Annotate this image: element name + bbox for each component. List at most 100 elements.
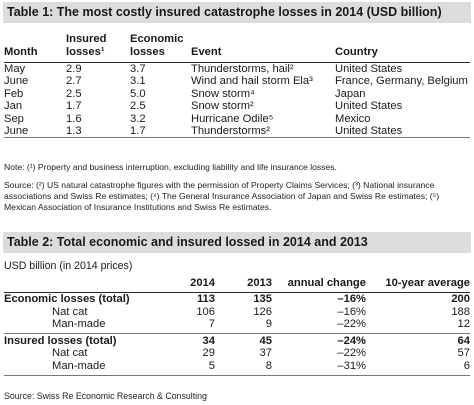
cell-label: Man-made [52,359,106,372]
cell-10-year-average: 6 [463,359,470,372]
cell-10-year-average: 12 [457,318,470,331]
cell-event: Thunderstorms² [191,124,270,137]
table1-header-rule [4,62,470,63]
table2-row: Insured losses (total) 34 45 –24% 64 [4,335,470,348]
table1-body: May 2.9 3.7 Thunderstorms, hail² United Stat… [4,63,470,137]
cell-annual-change: –16% [337,305,366,318]
table2-units: USD billion (in 2014 prices) [4,260,133,272]
table2-row: Man-made 7 9 –22% 12 [4,318,470,331]
table2-bottom-rule [4,374,470,376]
header-economic-line2: losses [130,46,165,58]
cell-2013: 135 [253,293,272,305]
header-insured-line1: Insured [66,33,107,45]
cell-country: France, Germany, Belgium [335,75,468,88]
table2-source: Source: Swiss Re Economic Research & Con… [4,391,207,401]
cell-annual-change: –22% [337,318,366,331]
header-insured-line2: losses¹ [66,46,105,58]
table2-header-rule [4,292,470,293]
cell-2013: 45 [259,334,272,347]
header-country: Country [335,46,378,58]
table2-row: Economic losses (total) 113 135 –16% 200 [4,293,470,306]
cell-month: June [4,75,29,88]
table2-section-rule [4,332,470,334]
table2-row: Nat cat 106 126 –16% 188 [4,306,470,319]
cell-economic-losses: 5.0 [130,87,146,100]
header-10-year-average: 10-year average [385,277,470,289]
header-event: Event [191,46,222,58]
cell-2013: 8 [265,359,272,372]
header-economic-losses: Economic losses [130,33,183,59]
cell-insured-losses: 1.3 [66,124,82,137]
cell-economic-losses: 3.2 [130,112,146,125]
cell-2013: 9 [265,318,272,331]
cell-2014: 113 [196,293,215,305]
cell-insured-losses: 1.7 [66,100,82,113]
cell-country: Japan [335,87,366,100]
table1-row: Feb 2.5 5.0 Snow storm⁴ Japan [4,88,470,100]
table1-row: June 1.3 1.7 Thunderstorms² United States [4,125,470,137]
table1-row: May 2.9 3.7 Thunderstorms, hail² United Stat… [4,63,470,75]
cell-annual-change: –31% [337,359,366,372]
table2-title: Table 2: Total economic and insured loss… [3,232,471,253]
cell-annual-change: –24% [337,334,366,347]
cell-economic-losses: 1.7 [130,124,146,137]
cell-month: Sep [4,112,24,125]
cell-2014: 34 [202,334,215,347]
cell-economic-losses: 3.7 [130,63,146,75]
cell-label: Man-made [52,318,106,331]
cell-2013: 37 [259,347,272,360]
cell-2014: 106 [196,305,215,318]
cell-event: Snow storm⁴ [191,87,255,100]
header-annual-change: annual change [287,277,366,289]
cell-label: Economic losses (total) [4,293,130,305]
header-economic-line1: Economic [130,33,184,45]
cell-2014: 5 [208,359,215,372]
cell-10-year-average: 57 [457,347,470,360]
cell-10-year-average: 200 [451,293,470,305]
cell-event: Wind and hail storm Ela³ [191,75,313,88]
cell-insured-losses: 2.7 [66,75,82,88]
table2-row: Man-made 5 8 –31% 6 [4,360,470,373]
table2-body: Economic losses (total) 113 135 –16% 200 Nat … [4,293,470,373]
cell-month: June [4,124,29,137]
header-insured-losses: Insured losses¹ [66,33,106,59]
cell-economic-losses: 2.5 [130,100,146,113]
table1-row: June 2.7 3.1 Wind and hail storm Ela³ France… [4,75,470,87]
cell-2014: 29 [202,347,215,360]
cell-label: Nat cat [52,347,88,360]
cell-annual-change: –16% [337,293,366,305]
table1-source: Source: (²) US natural catastrophe figur… [4,180,440,212]
cell-10-year-average: 64 [457,334,470,347]
table1-title: Table 1: The most costly insured catastr… [3,2,471,23]
table2-row: Nat cat 29 37 –22% 57 [4,347,470,360]
cell-2013: 126 [253,305,272,318]
cell-event: Hurricane Odile⁵ [191,112,274,125]
cell-insured-losses: 1.6 [66,112,82,125]
header-2013: 2013 [247,277,272,289]
table1-row: Jan 1.7 2.5 Snow storm² United States [4,100,470,112]
table2: 2014 2013 annual change 10-year average … [4,277,470,376]
table1: Month Insured losses¹ Economic losses Ev… [4,30,470,139]
table1-bottom-rule [4,137,470,139]
cell-month: May [4,63,26,75]
cell-label: Nat cat [52,305,88,318]
cell-economic-losses: 3.1 [130,75,146,88]
cell-insured-losses: 2.9 [66,63,82,75]
cell-country: United States [335,124,403,137]
table1-note: Note: (¹) Property and business interrup… [4,162,337,172]
cell-10-year-average: 188 [451,305,470,318]
header-month: Month [4,46,38,58]
cell-event: Snow storm² [191,100,254,113]
cell-month: Jan [4,100,23,113]
cell-label: Insured losses (total) [4,334,117,347]
cell-2014: 7 [208,318,215,331]
table1-row: Sep 1.6 3.2 Hurricane Odile⁵ Mexico [4,113,470,125]
cell-event: Thunderstorms, hail² [191,63,294,75]
cell-insured-losses: 2.5 [66,87,82,100]
cell-country: United States [335,63,403,75]
cell-annual-change: –22% [337,347,366,360]
header-2014: 2014 [190,277,215,289]
cell-country: United States [335,100,403,113]
cell-month: Feb [4,87,24,100]
cell-country: Mexico [335,112,371,125]
